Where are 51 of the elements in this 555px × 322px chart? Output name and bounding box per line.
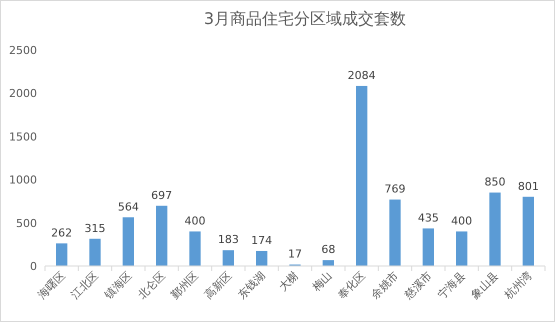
x-tick-label: 海曙区 — [35, 268, 68, 302]
bar — [122, 217, 134, 266]
bar — [89, 238, 101, 266]
bar — [422, 228, 434, 266]
y-tick-label: 1000 — [9, 174, 37, 187]
x-tick-label: 江北区 — [68, 268, 102, 302]
data-label: 315 — [84, 222, 106, 235]
bar — [189, 231, 201, 266]
data-label: 183 — [218, 233, 239, 246]
data-label: 400 — [451, 214, 472, 228]
bar — [56, 243, 68, 266]
bar — [222, 250, 234, 266]
x-tick-label: 东钱湖 — [235, 268, 268, 302]
bar — [489, 192, 501, 266]
bar — [356, 86, 368, 266]
data-label: 850 — [484, 176, 506, 189]
data-label: 697 — [151, 188, 172, 202]
x-tick-label: 余姚市 — [368, 268, 402, 302]
data-label: 262 — [51, 226, 72, 240]
y-tick-label: 0 — [30, 260, 37, 273]
y-tick-label: 500 — [16, 216, 37, 230]
x-tick-label: 鄞州区 — [168, 268, 202, 302]
x-tick-label: 宁海县 — [435, 268, 468, 302]
bar — [156, 206, 168, 266]
x-tick-label: 象山县 — [468, 268, 502, 302]
bar — [522, 196, 534, 266]
bar — [389, 200, 401, 266]
bar — [256, 250, 268, 266]
chart-title: 3月商品住宅分区域成交套数 — [204, 9, 406, 28]
data-label: 174 — [251, 234, 272, 247]
data-label: 564 — [118, 200, 139, 214]
x-tick-label: 奉化区 — [335, 268, 368, 302]
x-tick-label: 杭州湾 — [501, 268, 534, 302]
x-tick-label: 大榭 — [276, 268, 302, 294]
data-label: 435 — [418, 211, 439, 224]
data-label: 2084 — [348, 68, 376, 82]
data-label: 68 — [321, 243, 336, 256]
data-label: 769 — [384, 182, 406, 196]
x-tick-label: 镇海区 — [101, 268, 134, 302]
bar — [322, 260, 334, 266]
data-label: 801 — [518, 180, 539, 193]
y-tick-label: 1500 — [9, 130, 37, 144]
x-tick-label: 慈溪市 — [401, 268, 434, 302]
y-tick-label: 2000 — [9, 87, 37, 100]
x-tick-label: 梅山 — [309, 268, 334, 294]
x-tick-label: 北仑区 — [135, 268, 168, 302]
y-tick-label: 2500 — [9, 44, 37, 57]
data-label: 17 — [288, 248, 302, 261]
data-label: 400 — [184, 214, 206, 228]
bar — [456, 231, 468, 266]
x-tick-label: 高新区 — [202, 268, 234, 302]
